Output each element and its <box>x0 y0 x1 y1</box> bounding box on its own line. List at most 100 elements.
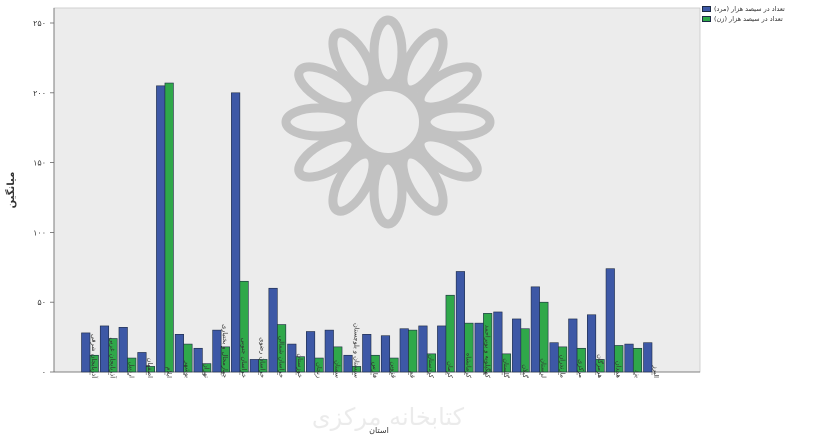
x-tick-label: یزد <box>633 370 641 378</box>
x-tick-label: کردستان <box>427 354 435 379</box>
bar-men <box>605 268 615 373</box>
x-tick-labels: آذربایجان شرقی آذربایجان غربی اردبیل اصفهان… <box>89 323 660 379</box>
bar-women <box>314 357 324 373</box>
bar-women <box>408 329 418 373</box>
bar-men <box>624 343 634 373</box>
bar-women <box>164 82 174 373</box>
x-axis-label: استان <box>369 426 389 435</box>
bar-men <box>643 342 653 373</box>
bar-women <box>333 346 343 373</box>
x-tick-label: کرمان <box>446 361 454 379</box>
x-tick-label: سمنان <box>334 360 342 378</box>
x-tick-label: گلستان <box>502 358 510 379</box>
bar-men <box>418 325 428 373</box>
bar-women <box>576 347 586 373</box>
bar-men <box>156 85 166 373</box>
bar-women <box>370 354 380 373</box>
x-tick-label: خراسان جنوبی <box>240 338 248 378</box>
bar-men <box>174 334 184 373</box>
x-tick-label: البرز <box>652 365 660 379</box>
y-tick-label: ۱۵۰ <box>33 159 46 168</box>
bar-men <box>437 325 447 373</box>
bar-men <box>193 347 203 373</box>
bar-women <box>520 328 530 373</box>
bar-men <box>137 352 147 373</box>
bar-women <box>595 359 605 373</box>
bar-men <box>287 343 297 373</box>
bar-women <box>426 353 437 373</box>
bar-women <box>295 356 305 373</box>
bar-women <box>632 347 643 373</box>
bar-men <box>549 342 559 373</box>
y-axis-label: میانگین <box>4 172 17 209</box>
x-tick-label: گیلان <box>521 364 529 379</box>
x-tick-label: کرمانشاه <box>465 353 473 379</box>
bar-women <box>89 354 99 373</box>
bar-men <box>81 332 91 373</box>
bar-women <box>445 294 455 373</box>
bar-men <box>231 92 241 373</box>
x-tick-label: هرمزگان <box>596 354 604 379</box>
bar-women <box>558 346 568 373</box>
x-tick-label: ایلام <box>165 366 173 378</box>
bar-men <box>305 331 316 373</box>
bar-men <box>99 325 110 373</box>
bar-men <box>343 354 353 373</box>
bar-men <box>493 311 503 373</box>
watermark-text: کتابخانه مرکزی <box>312 403 465 431</box>
x-tick-label: خوزستان <box>296 353 304 378</box>
x-tick-label: آذربایجان شرقی <box>90 334 99 379</box>
legend-label-men: تعداد در سیصد هزار (مرد) <box>714 5 785 13</box>
watermark-logo: کتابخانه مرکزی <box>281 15 495 431</box>
x-tick-label: چهارمحال و بختیاری <box>221 324 229 378</box>
bar-women <box>108 338 118 373</box>
bar-women <box>202 363 212 373</box>
legend: تعداد در سیصد هزار (مرد) تعداد در سیصد ه… <box>702 4 816 24</box>
bar-women <box>239 280 249 373</box>
x-tick-label: اصفهان <box>146 358 154 379</box>
x-tick-label: قزوین <box>390 361 398 378</box>
bar-women <box>127 357 137 373</box>
bar-men <box>362 334 372 373</box>
legend-swatch-women <box>702 16 711 22</box>
x-tick-label: مازندران <box>558 354 566 378</box>
bar-women <box>220 346 230 373</box>
bar-women <box>351 366 362 373</box>
bar-women <box>501 353 511 373</box>
bar-men <box>568 318 578 373</box>
bar-women <box>483 313 493 373</box>
bar-women <box>277 324 287 373</box>
x-tick-label: سیستان و بلوچستان <box>352 323 360 378</box>
bar-men <box>455 271 465 373</box>
x-tick-label: اردبیل <box>127 361 135 378</box>
bar-men <box>380 335 391 373</box>
legend-swatch-men <box>702 6 711 12</box>
y-tick-label: ۰ <box>42 368 46 377</box>
watermark-ring <box>347 81 429 163</box>
bar-men <box>474 322 484 373</box>
legend-item-men: تعداد در سیصد هزار (مرد) <box>702 4 816 14</box>
bar-men <box>399 328 409 373</box>
bar-women <box>539 301 549 373</box>
x-tick-label: خراسان شمالی <box>277 336 285 378</box>
bar-men <box>512 318 522 373</box>
bars <box>81 82 653 373</box>
y-tick-label: ۵۰ <box>37 298 46 307</box>
bar-men <box>118 327 128 373</box>
y-ticks: ۰ ۵۰ ۱۰۰ ۱۵۰ ۲۰۰ ۲۵۰ <box>33 19 54 377</box>
y-tick-label: ۲۵۰ <box>33 19 46 28</box>
bar-women <box>389 357 399 373</box>
bar-men <box>530 286 540 373</box>
bar-men <box>212 329 222 373</box>
x-tick-label: همدان <box>615 361 623 379</box>
x-tick-label: مرکزی <box>577 359 585 378</box>
legend-label-women: تعداد در سیصد هزار (زن) <box>714 15 783 23</box>
bar-women <box>614 345 624 373</box>
x-tick-label: تهران <box>202 363 210 378</box>
bar-men <box>586 314 597 373</box>
x-tick-label: آذربایجان غربی <box>109 337 118 379</box>
x-tick-label: کهگیلویه و بویراحمد <box>483 325 491 379</box>
x-tick-label: خراسان رضوی <box>259 337 267 378</box>
